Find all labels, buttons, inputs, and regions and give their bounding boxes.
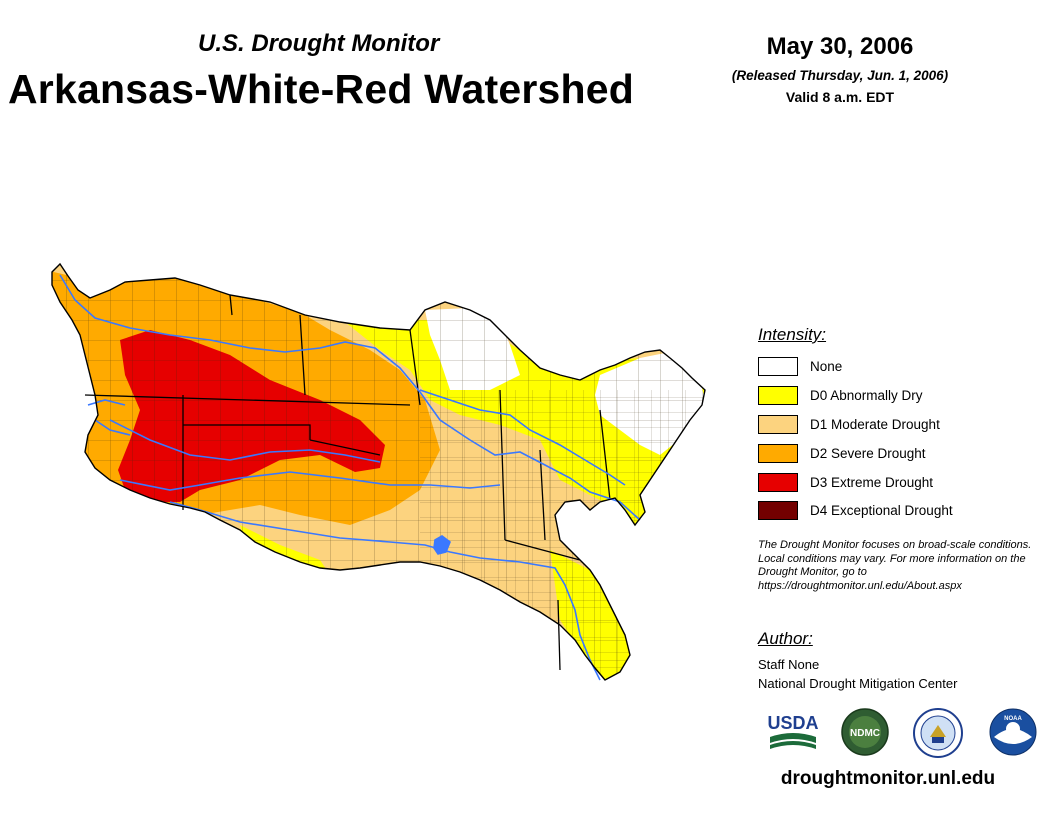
ndmc-logo-icon: NDMC: [841, 708, 889, 756]
legend-item-d3: D3 Extreme Drought: [758, 471, 933, 493]
commerce-seal-icon: [913, 708, 963, 758]
legend-label: D4 Exceptional Drought: [810, 502, 953, 518]
red-river: [169, 501, 601, 681]
legend-label: D1 Moderate Drought: [810, 416, 940, 432]
noaa-logo-text: NOAA: [1004, 716, 1022, 722]
legend-label: None: [810, 358, 843, 374]
ndmc-logo-text: NDMC: [850, 728, 880, 739]
white-river: [419, 389, 626, 486]
disclaimer-note: The Drought Monitor focuses on broad-sca…: [758, 539, 1032, 592]
state-lines: [84, 294, 611, 671]
author-title: Author:: [758, 629, 813, 648]
legend-swatch: [758, 472, 798, 492]
map-title: Arkansas-White-Red Watershed: [8, 66, 635, 112]
legend-label: D3 Extreme Drought: [810, 474, 934, 490]
legend-swatch: [758, 414, 798, 434]
cimarron-river: [109, 419, 381, 463]
author-name: Staff None: [758, 657, 820, 672]
drought-areas: [52, 264, 705, 680]
author-org: National Drought Mitigation Center: [758, 676, 958, 691]
noaa-logo-icon: NOAA: [989, 708, 1037, 756]
legend-item-none: None: [758, 355, 842, 377]
rivers: [59, 274, 641, 681]
release-date: (Released Thursday, Jun. 1, 2006): [731, 68, 949, 83]
legend-swatch: [758, 356, 798, 376]
legend-item-d4: D4 Exceptional Drought: [758, 499, 953, 521]
usda-logo-text: USDA: [767, 713, 818, 733]
arkansas-river: [59, 274, 641, 521]
legend-swatch: [758, 500, 798, 520]
lake: [433, 535, 451, 555]
drought-map: [51, 262, 706, 681]
legend-item-d1: D1 Moderate Drought: [758, 413, 940, 435]
legend-label: D2 Severe Drought: [810, 445, 926, 461]
legend-item-d2: D2 Severe Drought: [758, 442, 926, 464]
legend-label: D0 Abnormally Dry: [810, 387, 923, 403]
canadian-river: [119, 471, 501, 491]
legend-item-d0: D0 Abnormally Dry: [758, 384, 923, 406]
legend-swatch: [758, 443, 798, 463]
upper-rivers: [87, 399, 131, 436]
usda-logo-icon: USDA: [767, 713, 819, 749]
valid-time: Valid 8 a.m. EDT: [785, 89, 895, 105]
legend-title: Intensity:: [758, 325, 827, 344]
legend-swatch: [758, 385, 798, 405]
map-subtitle: U.S. Drought Monitor: [198, 30, 440, 57]
map-date: May 30, 2006: [766, 33, 914, 60]
basin-outline: [51, 262, 706, 681]
website-link[interactable]: droughtmonitor.unl.edu: [780, 768, 996, 789]
